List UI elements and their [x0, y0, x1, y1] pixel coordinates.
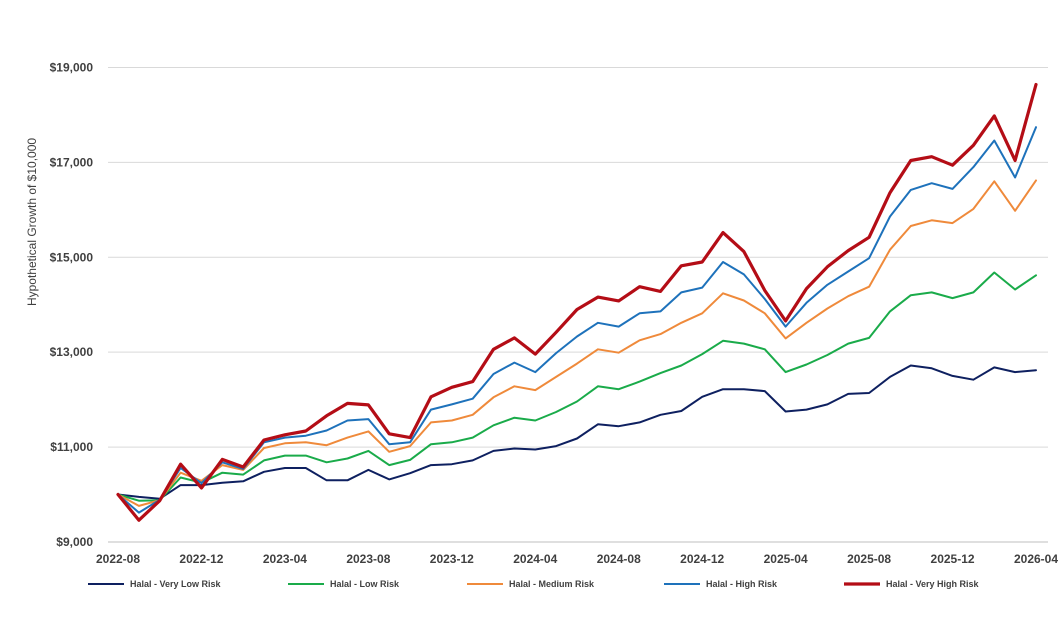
x-tick-label: 2022-08	[96, 552, 140, 566]
x-tick-label: 2025-08	[847, 552, 891, 566]
x-tick-label: 2024-12	[680, 552, 724, 566]
y-tick-label: $11,000	[50, 440, 93, 454]
x-tick-label: 2025-04	[764, 552, 808, 566]
x-tick-label: 2025-12	[931, 552, 975, 566]
y-tick-label: $13,000	[50, 345, 94, 359]
legend-label: Halal - Low Risk	[330, 579, 400, 589]
y-tick-label: $19,000	[50, 60, 94, 74]
x-tick-label: 2023-08	[346, 552, 390, 566]
legend-label: Halal - Medium Risk	[509, 579, 595, 589]
y-tick-label: $17,000	[50, 155, 94, 169]
legend-label: Halal - Very Low Risk	[130, 579, 222, 589]
x-tick-label: 2026-04	[1014, 552, 1058, 566]
x-tick-label: 2023-04	[263, 552, 307, 566]
series-line	[117, 271, 1037, 502]
series-line	[117, 364, 1037, 500]
legend-label: Halal - Very High Risk	[886, 579, 980, 589]
series-line	[117, 126, 1037, 514]
series-line	[116, 82, 1038, 522]
x-tick-label: 2024-04	[513, 552, 557, 566]
series-lines	[116, 82, 1038, 522]
series-line	[117, 179, 1037, 507]
y-tick-label: $9,000	[56, 535, 93, 549]
legend-label: Halal - High Risk	[706, 579, 778, 589]
y-axis: $9,000 $11,000 $13,000 $15,000 $17,000 $19,00…	[50, 60, 94, 549]
x-axis: 2022-08 2022-12 2023-04 2023-08 2023-12 2024-…	[96, 541, 1058, 566]
x-tick-label: 2023-12	[430, 552, 474, 566]
x-tick-label: 2022-12	[179, 552, 223, 566]
legend: Halal - Very Low Risk Halal - Low Risk Hal…	[88, 579, 980, 589]
y-tick-label: $15,000	[50, 250, 94, 264]
y-axis-title: Hypothetical Growth of $10,000	[25, 138, 39, 306]
x-tick-label: 2024-08	[597, 552, 641, 566]
